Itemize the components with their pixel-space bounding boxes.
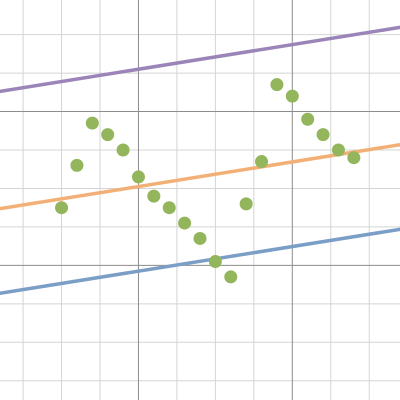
data-point-7 <box>162 201 176 215</box>
fit-lines <box>0 25 400 296</box>
trend-line-2 <box>0 142 400 211</box>
data-point-11 <box>224 270 238 284</box>
data-point-15 <box>285 89 299 103</box>
data-point-5 <box>131 170 145 184</box>
data-point-12 <box>239 197 253 211</box>
data-point-14 <box>270 78 284 92</box>
data-point-16 <box>301 112 315 126</box>
trend-line-3 <box>0 227 400 296</box>
data-point-9 <box>193 231 207 245</box>
data-point-8 <box>178 216 192 230</box>
data-point-4 <box>116 143 130 157</box>
data-point-19 <box>347 151 361 165</box>
data-point-17 <box>316 128 330 142</box>
data-point-6 <box>147 189 161 203</box>
data-points <box>55 78 361 284</box>
data-point-2 <box>85 116 99 130</box>
trend-line-1 <box>0 25 400 94</box>
data-point-3 <box>101 128 115 142</box>
data-point-0 <box>55 201 69 215</box>
data-point-10 <box>208 255 222 269</box>
data-point-13 <box>255 155 269 169</box>
data-point-18 <box>331 143 345 157</box>
data-point-1 <box>70 158 84 172</box>
